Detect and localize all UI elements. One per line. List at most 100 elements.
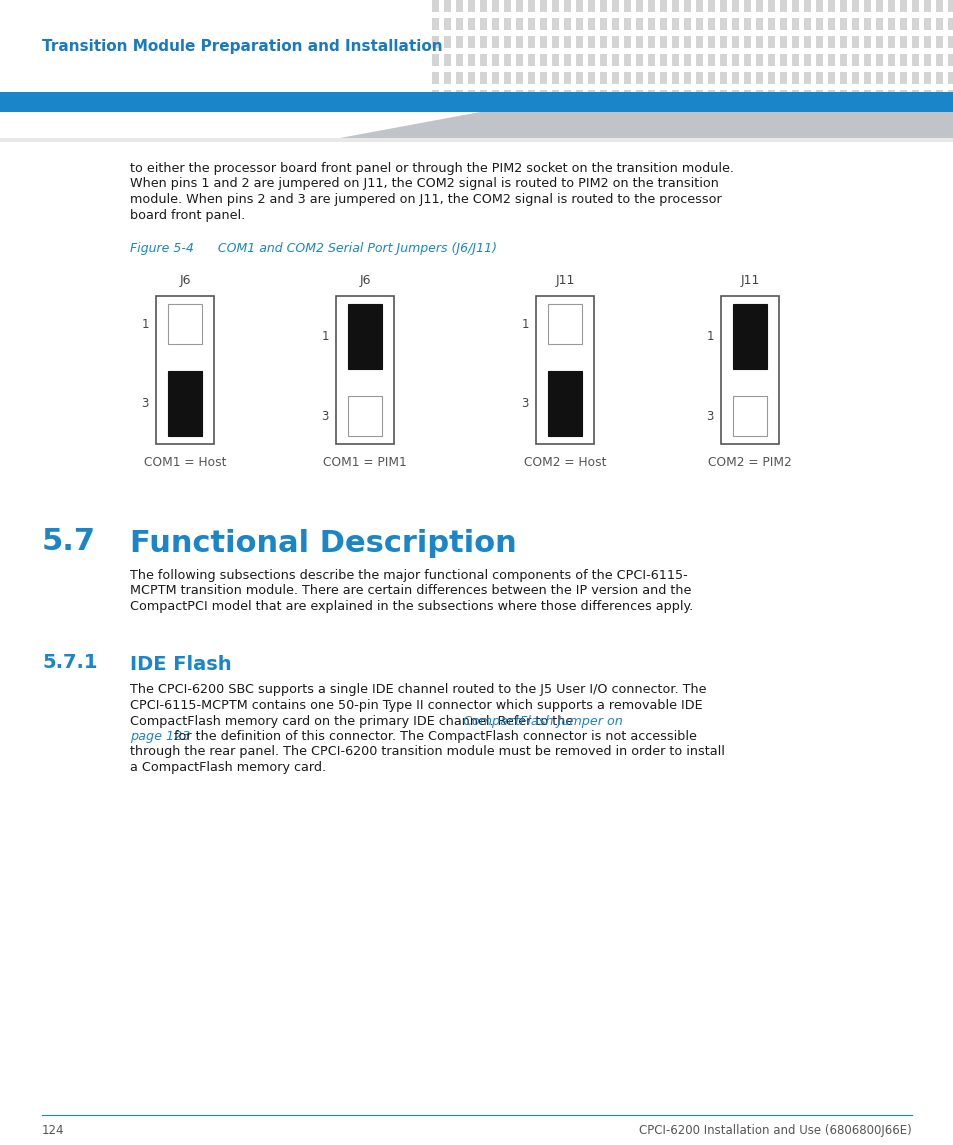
Bar	[348, 35, 355, 48]
Bar	[144, 18, 151, 30]
Bar	[288, 18, 294, 30]
Bar	[395, 35, 402, 48]
Bar	[468, 18, 475, 30]
Bar	[24, 72, 30, 84]
Bar	[815, 35, 822, 48]
Bar	[755, 72, 762, 84]
Bar	[12, 18, 19, 30]
Bar	[132, 72, 139, 84]
Text: When pins 1 and 2 are jumpered on J11, the COM2 signal is routed to PIM2 on the : When pins 1 and 2 are jumpered on J11, t…	[130, 177, 719, 190]
Bar	[923, 54, 930, 66]
Bar	[503, 18, 511, 30]
Bar	[815, 90, 822, 102]
Bar	[60, 72, 67, 84]
Bar	[696, 72, 702, 84]
Bar	[671, 35, 679, 48]
Bar	[252, 0, 258, 11]
Bar	[587, 0, 595, 11]
Bar	[827, 72, 834, 84]
Bar	[731, 72, 739, 84]
Bar	[0, 0, 430, 92]
Bar	[348, 396, 381, 436]
Bar	[851, 72, 858, 84]
Bar	[887, 54, 894, 66]
Bar	[335, 54, 343, 66]
Bar	[443, 54, 451, 66]
Bar	[696, 18, 702, 30]
Bar	[815, 0, 822, 11]
Bar	[552, 18, 558, 30]
Bar	[299, 54, 307, 66]
Bar	[527, 72, 535, 84]
Bar	[935, 0, 942, 11]
Bar	[599, 35, 606, 48]
Bar	[192, 0, 199, 11]
Bar	[84, 35, 91, 48]
Text: to either the processor board front panel or through the PIM2 socket on the tran: to either the processor board front pane…	[130, 161, 733, 175]
Bar	[683, 72, 690, 84]
Text: Transition Module Preparation and Installation: Transition Module Preparation and Instal…	[42, 39, 442, 54]
Bar	[468, 0, 475, 11]
Bar	[443, 0, 451, 11]
Bar	[252, 72, 258, 84]
Bar	[731, 90, 739, 102]
Bar	[899, 18, 906, 30]
Bar	[755, 0, 762, 11]
Bar	[527, 18, 535, 30]
Bar	[492, 0, 498, 11]
Bar	[359, 90, 367, 102]
Bar	[552, 72, 558, 84]
Bar	[911, 54, 918, 66]
Bar	[696, 90, 702, 102]
Bar	[192, 90, 199, 102]
Bar	[743, 35, 750, 48]
Text: for the definition of this connector. The CompactFlash connector is not accessib: for the definition of this connector. Th…	[171, 731, 697, 743]
Bar	[827, 54, 834, 66]
Bar	[36, 54, 43, 66]
Bar	[240, 0, 247, 11]
Bar	[636, 35, 642, 48]
Bar	[443, 18, 451, 30]
Bar	[547, 305, 581, 343]
Bar	[0, 0, 7, 11]
Bar	[479, 54, 486, 66]
Text: J6: J6	[179, 274, 191, 287]
Bar	[815, 54, 822, 66]
Bar	[827, 18, 834, 30]
Bar	[659, 0, 666, 11]
Bar	[96, 35, 103, 48]
Bar	[563, 18, 571, 30]
Bar	[935, 90, 942, 102]
Text: COM2 = PIM2: COM2 = PIM2	[707, 456, 791, 469]
Bar	[60, 54, 67, 66]
Bar	[456, 90, 462, 102]
Bar	[720, 72, 726, 84]
Bar	[492, 35, 498, 48]
Bar	[503, 35, 511, 48]
Bar	[671, 0, 679, 11]
Bar	[228, 72, 234, 84]
Bar	[599, 72, 606, 84]
Bar	[731, 18, 739, 30]
Bar	[24, 18, 30, 30]
Bar	[840, 72, 846, 84]
Bar	[863, 0, 870, 11]
Bar	[851, 18, 858, 30]
Text: 5.7.1: 5.7.1	[42, 654, 97, 672]
Bar	[48, 35, 55, 48]
Bar	[863, 18, 870, 30]
Bar	[743, 0, 750, 11]
Bar	[335, 90, 343, 102]
Bar	[683, 35, 690, 48]
Bar	[299, 18, 307, 30]
Bar	[539, 90, 546, 102]
Bar	[767, 54, 774, 66]
Bar	[623, 0, 630, 11]
Bar	[516, 72, 522, 84]
Bar	[780, 35, 786, 48]
Bar	[108, 72, 115, 84]
Bar	[599, 54, 606, 66]
Text: 3: 3	[321, 410, 329, 423]
Bar	[24, 35, 30, 48]
Bar	[851, 35, 858, 48]
